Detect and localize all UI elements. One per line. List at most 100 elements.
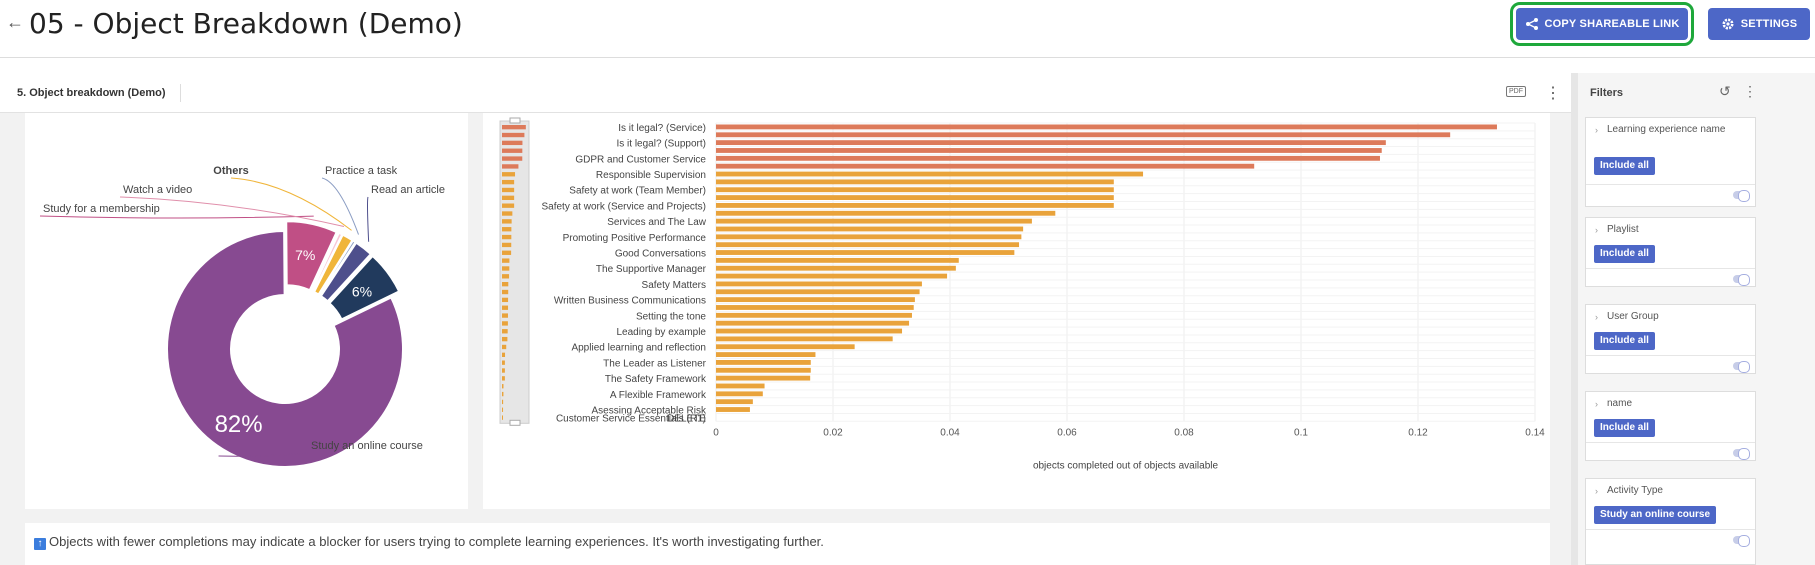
bar-chart: 0 0.02 0.04 0.06 0.08 0.1 0.12 0.14 Is it legal?… [499,117,1545,471]
minimap-bar [502,179,515,185]
donut-slice [319,241,373,303]
include-all-button[interactable]: Include all [1594,419,1655,437]
chevron-right-icon: › [1595,125,1598,135]
bar [716,352,816,357]
minimap-bar [502,344,507,350]
x-tick-label: 0.04 [940,427,960,438]
panel-divider [180,84,181,102]
share-label: COPY SHAREABLE LINK [1544,18,1680,30]
panel-header: 5. Object breakdown (Demo) PDF ⋮ [0,73,1571,113]
bar [716,344,855,350]
more-vertical-icon[interactable]: ⋮ [1545,85,1561,102]
minimap-bar [502,227,512,232]
copy-shareable-link-button[interactable]: COPY SHAREABLE LINK [1510,2,1694,46]
minimap-bar [502,321,508,326]
bar [716,242,1020,248]
settings-button[interactable]: SETTINGS [1708,8,1810,40]
category-label: The Leader as Listener [603,358,707,369]
minimap-bar [502,203,515,208]
more-vertical-icon[interactable]: ⋮ [1743,83,1757,99]
leader-line [119,196,345,227]
leader-line [39,215,314,219]
x-tick-label: 0 [713,427,719,438]
bar [716,320,910,326]
bar-chart-card: 0 0.02 0.04 0.06 0.08 0.1 0.12 0.14 Is it legal?… [483,113,1550,509]
filter-toggle[interactable] [1733,274,1750,286]
minimap-bar [502,172,516,177]
divider [1586,268,1755,269]
chevron-right-icon: › [1595,225,1598,235]
filters-header: Filters ↺ ⋮ [1578,73,1815,111]
minimap-bar [502,132,525,138]
filter-toggle[interactable] [1733,535,1750,547]
slice-label: Study an online course [311,440,423,452]
reset-icon[interactable]: ↺ [1719,83,1731,99]
minimap-bar [502,211,513,216]
minimap-bar [502,140,523,146]
bar [716,312,912,318]
minimap-bar [502,125,526,130]
divider [1586,529,1755,530]
category-label: The Safety Framework [605,374,707,385]
category-label: Written Business Communications [554,296,706,307]
divider [1586,184,1755,185]
minimap-bar [502,399,504,405]
bar [716,210,1056,216]
filter-label[interactable]: › name [1595,398,1633,409]
minimap-bar [502,368,505,373]
arrow-left-icon[interactable]: ← [6,12,24,32]
activity-type-chip[interactable]: Study an online course [1594,506,1717,524]
minimap-bar [502,352,506,357]
bar [716,375,811,381]
minimap-bar [502,313,508,318]
bar [716,336,893,342]
filter-activity-type: › Activity Type Study an online course [1585,478,1756,565]
filter-label[interactable]: › Playlist [1595,224,1639,235]
slice-percent-label: 82% [215,411,263,438]
category-label: Good Conversations [615,249,706,260]
report-area: 5. Object breakdown (Demo) PDF ⋮ 82% Stud… [0,73,1571,565]
include-all-button[interactable]: Include all [1594,245,1655,263]
include-all-button[interactable]: Include all [1594,332,1655,350]
filter-label[interactable]: › Learning experience name [1595,124,1726,135]
filter-learning-experience-name: › Learning experience name Include all [1585,117,1756,207]
minimap-bar [502,305,509,310]
chevron-right-icon: › [1595,486,1598,496]
minimap-bar [502,164,519,169]
gear-icon [1722,18,1734,30]
filter-label[interactable]: › User Group [1595,311,1659,322]
panel-title: 5. Object breakdown (Demo) [17,87,166,99]
minimap-bar [502,258,510,263]
include-all-button[interactable]: Include all [1594,157,1655,175]
share-icon [1525,18,1538,30]
page-title: 05 - Object Breakdown (Demo) [29,7,463,40]
bar [716,195,1114,200]
filter-label[interactable]: › Activity Type [1595,485,1663,496]
bar [716,367,811,373]
filter-toggle[interactable] [1733,361,1750,373]
slice-percent-label: 6% [352,284,372,300]
x-tick-label: 0.12 [1408,427,1428,438]
filter-toggle[interactable] [1733,448,1750,460]
divider [1586,442,1755,443]
panel-resize-handle[interactable] [1571,73,1578,565]
bar [716,163,1255,169]
donut-slice [285,220,338,292]
pdf-icon[interactable]: PDF [1506,86,1526,97]
minimap-bar [502,266,510,271]
filters-title: Filters [1590,87,1624,99]
minimap-bar [502,391,504,397]
minimap-bar [502,329,508,334]
info-note: ↑ Objects with fewer completions may indi… [25,523,1550,565]
minimap-bar [502,282,509,287]
category-label: Responsible Supervision [596,170,706,181]
minimap-bar [502,148,523,153]
filter-toggle[interactable] [1733,190,1750,202]
category-label: Customer Service Essentials (R1) [556,413,706,424]
leader-line [367,196,370,242]
bar [716,132,1451,138]
slice-label: Read an article [371,184,445,196]
bar [716,250,1015,255]
chevron-right-icon: › [1595,312,1598,322]
category-label: Leading by example [616,327,706,338]
